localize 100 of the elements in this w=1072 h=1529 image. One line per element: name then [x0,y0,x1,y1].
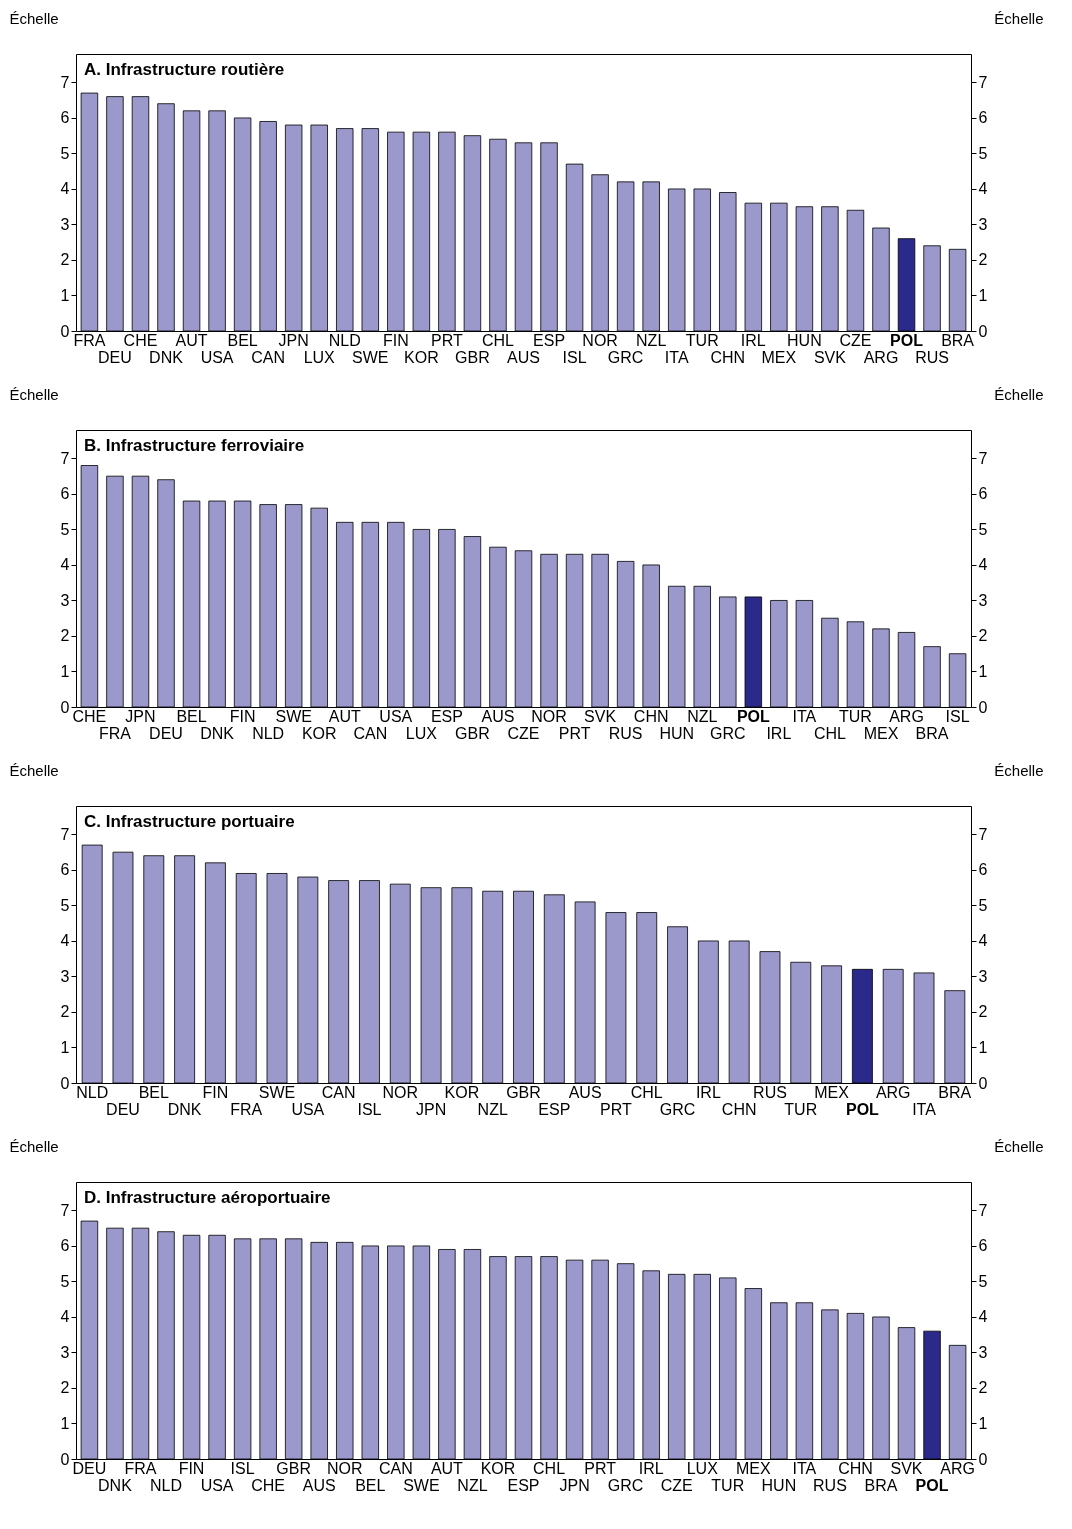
y2-tick-label: 4 [978,556,988,574]
y2-tick-label: 4 [978,1308,988,1326]
x-tick-label: DNK [149,348,184,366]
x-tick-label: FRA [124,1459,157,1477]
x-tick-label: CHE [72,707,107,725]
x-tick-label: DNK [200,724,235,742]
x-tick-label: USA [291,1100,325,1118]
x-tick-label: FRA [73,331,106,349]
x-tick-label: MEX [814,1083,850,1101]
y2-tick-label: 4 [978,932,988,950]
x-tick-label: AUT [175,331,208,349]
y-tick-label: 5 [60,520,70,538]
y-axis-title: Échelle [9,385,59,403]
y2-axis-title: Échelle [994,1137,1044,1155]
y-tick-label: 2 [60,1379,70,1397]
y2-tick-label: 0 [978,698,988,716]
x-tick-label: AUS [568,1083,602,1101]
x-tick-label: LUX [686,1459,719,1477]
x-tick-label: SWE [403,1476,440,1494]
x-tick-label: CZE [839,331,872,349]
y-tick-label: 0 [60,322,70,340]
x-tick-label: NLD [150,1476,183,1494]
x-tick-label: IRL [638,1459,664,1477]
x-tick-label: CHE [123,331,158,349]
x-tick-label: ISL [230,1459,255,1477]
y-tick-label: 7 [60,449,70,467]
y-tick-label: 6 [60,1237,70,1255]
x-tick-label: NOR [531,707,567,725]
y2-tick-label: 7 [978,1201,988,1219]
x-tick-label: KOR [301,724,337,742]
x-tick-label: KOR [480,1459,516,1477]
chart-title: A. Infrastructure routière [84,60,285,79]
chart-title: C. Infrastructure portuaire [84,812,295,831]
x-tick-label: BEL [138,1083,170,1101]
x-tick-label: ESP [507,1476,540,1494]
y-tick-label: 4 [60,1308,70,1326]
x-tick-label: PRT [431,331,463,349]
x-tick-label: USA [200,348,234,366]
x-tick-label: TUR [685,331,719,349]
y2-tick-label: 7 [978,825,988,843]
y-tick-label: 2 [60,1003,70,1021]
x-tick-label: ARG [889,707,924,725]
y-tick-label: 3 [60,215,70,233]
x-tick-label: ESP [538,1100,571,1118]
x-tick-label: CHN [838,1459,873,1477]
x-tick-label: CHN [633,707,669,725]
y2-tick-label: 5 [978,144,988,162]
x-tick-label: GRC [659,1100,696,1118]
x-tick-label: FRA [230,1100,263,1118]
x-tick-label: CHL [481,331,515,349]
y-tick-label: 1 [60,286,70,304]
x-tick-label: IRL [740,331,766,349]
y2-tick-label: 0 [978,1074,988,1092]
x-tick-label: FIN [178,1459,205,1477]
x-tick-label: ARG [940,1459,975,1477]
x-tick-label: DNK [167,1100,202,1118]
x-tick-label: LUX [303,348,336,366]
y2-tick-label: 3 [978,215,988,233]
x-tick-label: SVK [813,348,847,366]
x-tick-label: PRT [584,1459,617,1477]
y2-tick-label: 1 [978,662,988,680]
x-tick-label: FIN [382,331,409,349]
x-tick-label: DEU [106,1100,140,1118]
y-tick-label: 7 [60,1201,70,1219]
y-tick-label: 4 [60,932,70,950]
x-tick-label: BEL [355,1476,386,1494]
x-tick-label: NLD [76,1083,109,1101]
x-tick-label: TUR [839,707,872,725]
x-tick-label: GBR [506,1083,541,1101]
x-tick-label: CAN [378,1459,413,1477]
y2-tick-label: 4 [978,180,988,198]
x-tick-label: IRL [695,1083,721,1101]
x-tick-label: HUN [787,331,822,349]
x-tick-label: RUS [915,348,949,366]
x-tick-label: ISL [357,1100,382,1118]
x-tick-label: BRA [864,1476,898,1494]
x-tick-label: GBR [455,348,490,366]
x-tick-label: AUS [507,348,540,366]
x-tick-label: CHE [251,1476,286,1494]
y-tick-label: 1 [60,1038,70,1056]
y-tick-label: 4 [60,556,70,574]
x-tick-label: CHL [630,1083,663,1101]
x-tick-label: POL [915,1476,949,1494]
x-tick-label: GBR [455,724,490,742]
x-tick-label: POL [845,1100,880,1118]
x-tick-label: SWE [258,1083,296,1101]
x-tick-label: SWE [275,707,312,725]
x-tick-label: PRT [600,1100,633,1118]
y2-tick-label: 6 [978,1237,988,1255]
x-tick-label: NOR [382,1083,419,1101]
y-tick-label: 0 [60,1450,70,1468]
x-tick-label: GRC [607,348,644,366]
y-tick-label: 3 [60,1343,70,1361]
y-tick-label: 2 [60,251,70,269]
y2-tick-label: 1 [978,1038,988,1056]
y-tick-label: 3 [60,967,70,985]
x-tick-label: ISL [562,348,587,366]
y2-tick-label: 2 [978,627,988,645]
x-tick-label: NZL [636,331,667,349]
y-tick-label: 5 [60,896,70,914]
